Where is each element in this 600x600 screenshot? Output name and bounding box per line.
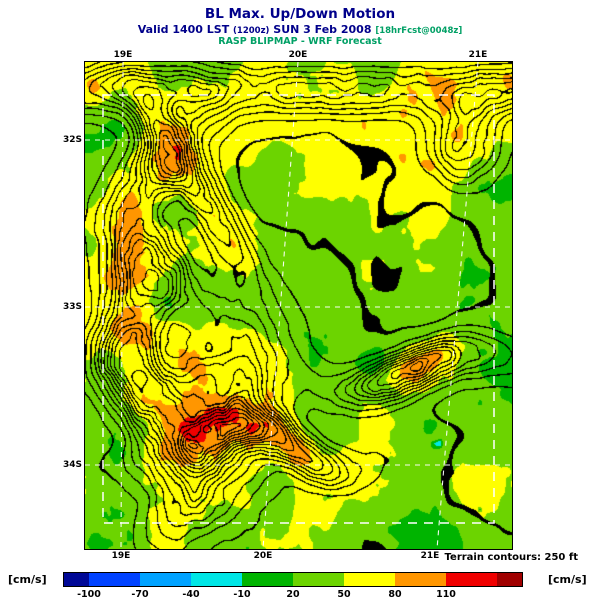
colorbar-unit-left: [cm/s]	[8, 573, 47, 586]
lon-label-top-20e: 20E	[288, 50, 308, 60]
graticule-overlay	[85, 62, 512, 549]
colorbar	[63, 572, 523, 587]
colorbar-tick: 110	[436, 589, 456, 600]
colorbar-tick: -10	[233, 589, 251, 600]
lon-label-top-19e: 19E	[113, 50, 133, 60]
colorbar-tick: 20	[286, 589, 300, 600]
page-title: BL Max. Up/Down Motion	[204, 6, 396, 22]
header: BL Max. Up/Down Motion Valid 1400 LST (1…	[0, 6, 600, 48]
colorbar-tick: 80	[388, 589, 402, 600]
meridian-21e-line	[436, 62, 479, 549]
lat-label-left-34s: 34S	[62, 460, 82, 470]
lon-label-bottom-19e: 19E	[111, 551, 131, 561]
colorbar-segment	[497, 573, 522, 586]
colorbar-tick: 50	[337, 589, 351, 600]
meridian-19e-line	[120, 62, 124, 549]
valid-prefix: Valid 1400 LST	[137, 22, 230, 36]
valid-line: Valid 1400 LST (1200z) SUN 3 Feb 2008 [1…	[0, 22, 600, 37]
colorbar-ticks: -100 -70 -40 -10 20 50 80 110	[64, 589, 522, 600]
colorbar-segment	[242, 573, 293, 586]
model-line: RASP BLIPMAP - WRF Forecast	[218, 36, 382, 48]
colorbar-unit-right: [cm/s]	[548, 573, 587, 586]
colorbar-segment	[64, 573, 89, 586]
lon-label-bottom-21e: 21E	[420, 551, 440, 561]
colorbar-segment	[191, 573, 242, 586]
colorbar-segment	[293, 573, 344, 586]
colorbar-segment	[140, 573, 191, 586]
meridian-20e-line	[262, 62, 299, 549]
forecast-map-canvas	[85, 62, 512, 549]
lat-label-left-32s: 32S	[62, 135, 82, 145]
colorbar-segment	[395, 573, 446, 586]
terrain-contours-note: Terrain contours: 250 ft	[440, 552, 578, 563]
valid-date: SUN 3 Feb 2008	[273, 22, 372, 36]
lon-label-bottom-20e: 20E	[253, 551, 273, 561]
colorbar-segment	[446, 573, 497, 586]
lat-label-left-33s: 33S	[62, 302, 82, 312]
colorbar-tick: -40	[182, 589, 200, 600]
colorbar-tick: -100	[77, 589, 101, 600]
colorbar-segment	[344, 573, 395, 586]
valid-fcst: [18hrFcst@0048z]	[375, 25, 463, 36]
lon-label-top-21e: 21E	[468, 50, 488, 60]
colorbar-tick: -70	[131, 589, 149, 600]
colorbar-segment	[89, 573, 140, 586]
map-frame	[84, 61, 513, 550]
valid-zulu: (1200z)	[233, 25, 270, 36]
model-domain-boundary	[102, 94, 495, 524]
